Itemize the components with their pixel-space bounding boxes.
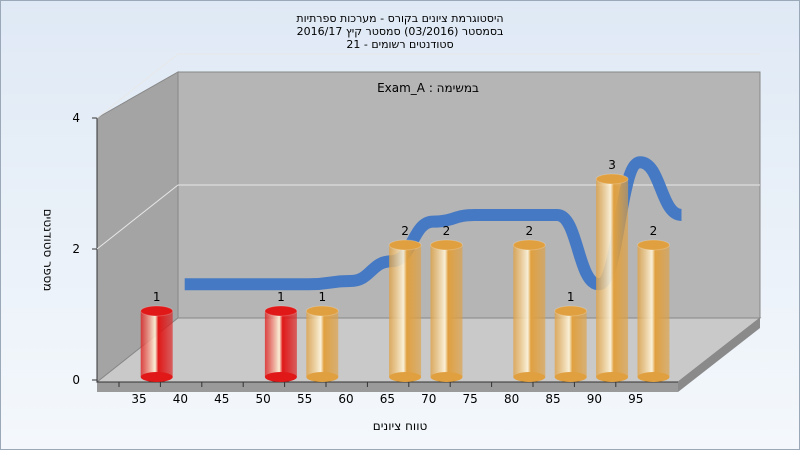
data-label: 1	[277, 290, 285, 304]
x-tick-label: 40	[173, 392, 188, 406]
grid-line	[96, 184, 179, 250]
bar-top	[637, 239, 670, 251]
bar-top	[264, 305, 298, 317]
bar	[637, 245, 670, 377]
x-tick-label: 45	[214, 392, 229, 406]
data-label: 2	[401, 224, 409, 238]
bar	[140, 311, 173, 377]
title-line: היסטוגרמת ציונים בקורס - מערכות ספרתיות	[296, 12, 503, 25]
x-tick-label: 95	[628, 392, 643, 406]
x-tick-label: 60	[338, 392, 353, 406]
bar-top	[554, 305, 588, 317]
bar-base	[264, 372, 297, 382]
data-label: 2	[525, 224, 533, 238]
bar	[513, 245, 546, 377]
data-label: 3	[608, 158, 616, 172]
annotation: Exam_A : במשימה	[377, 81, 479, 95]
bar-top	[388, 239, 422, 251]
bar-base	[389, 372, 422, 382]
y-tick-label: 0	[72, 373, 80, 387]
bar	[596, 179, 629, 377]
x-tick-label: 65	[380, 392, 395, 406]
bar-top	[595, 173, 629, 185]
bar-base	[306, 372, 339, 382]
bar-base	[140, 372, 173, 382]
floor-front	[97, 382, 678, 392]
x-tick-label: 70	[421, 392, 436, 406]
bar-base	[637, 372, 670, 382]
data-label: 1	[318, 290, 326, 304]
bar-base	[554, 372, 587, 382]
bar-top	[512, 239, 546, 251]
y-tick-label: 4	[72, 111, 80, 125]
data-label: 1	[567, 290, 575, 304]
x-tick-label: 75	[463, 392, 478, 406]
x-tick-label: 90	[587, 392, 602, 406]
bar	[430, 245, 463, 377]
title-line: בסמסטר (03/2016) סמסטר קיץ 2016/17	[297, 25, 504, 38]
y-axis-title: מספר סטודנטים	[41, 209, 55, 292]
data-label: 1	[153, 290, 161, 304]
data-label: 2	[650, 224, 658, 238]
x-tick-label: 80	[504, 392, 519, 406]
bar	[389, 245, 422, 377]
bar	[554, 311, 587, 377]
bar-base	[596, 372, 629, 382]
grid-line	[96, 53, 179, 119]
x-tick-label: 35	[131, 392, 146, 406]
x-tick-label: 85	[545, 392, 560, 406]
bar-base	[513, 372, 546, 382]
y-tick-label: 2	[72, 242, 80, 256]
bar	[264, 311, 297, 377]
data-label: 2	[443, 224, 451, 238]
bar-base	[430, 372, 463, 382]
x-axis-title: טווח ציונים	[373, 419, 428, 433]
bar-top	[140, 305, 174, 317]
title-line: סטודנטים רשומים - 21	[346, 38, 453, 51]
bar-top	[305, 305, 339, 317]
bar-top	[430, 239, 463, 251]
x-tick-label: 55	[297, 392, 312, 406]
bar	[306, 311, 339, 377]
floor-edge	[678, 318, 760, 392]
x-tick-label: 50	[256, 392, 271, 406]
